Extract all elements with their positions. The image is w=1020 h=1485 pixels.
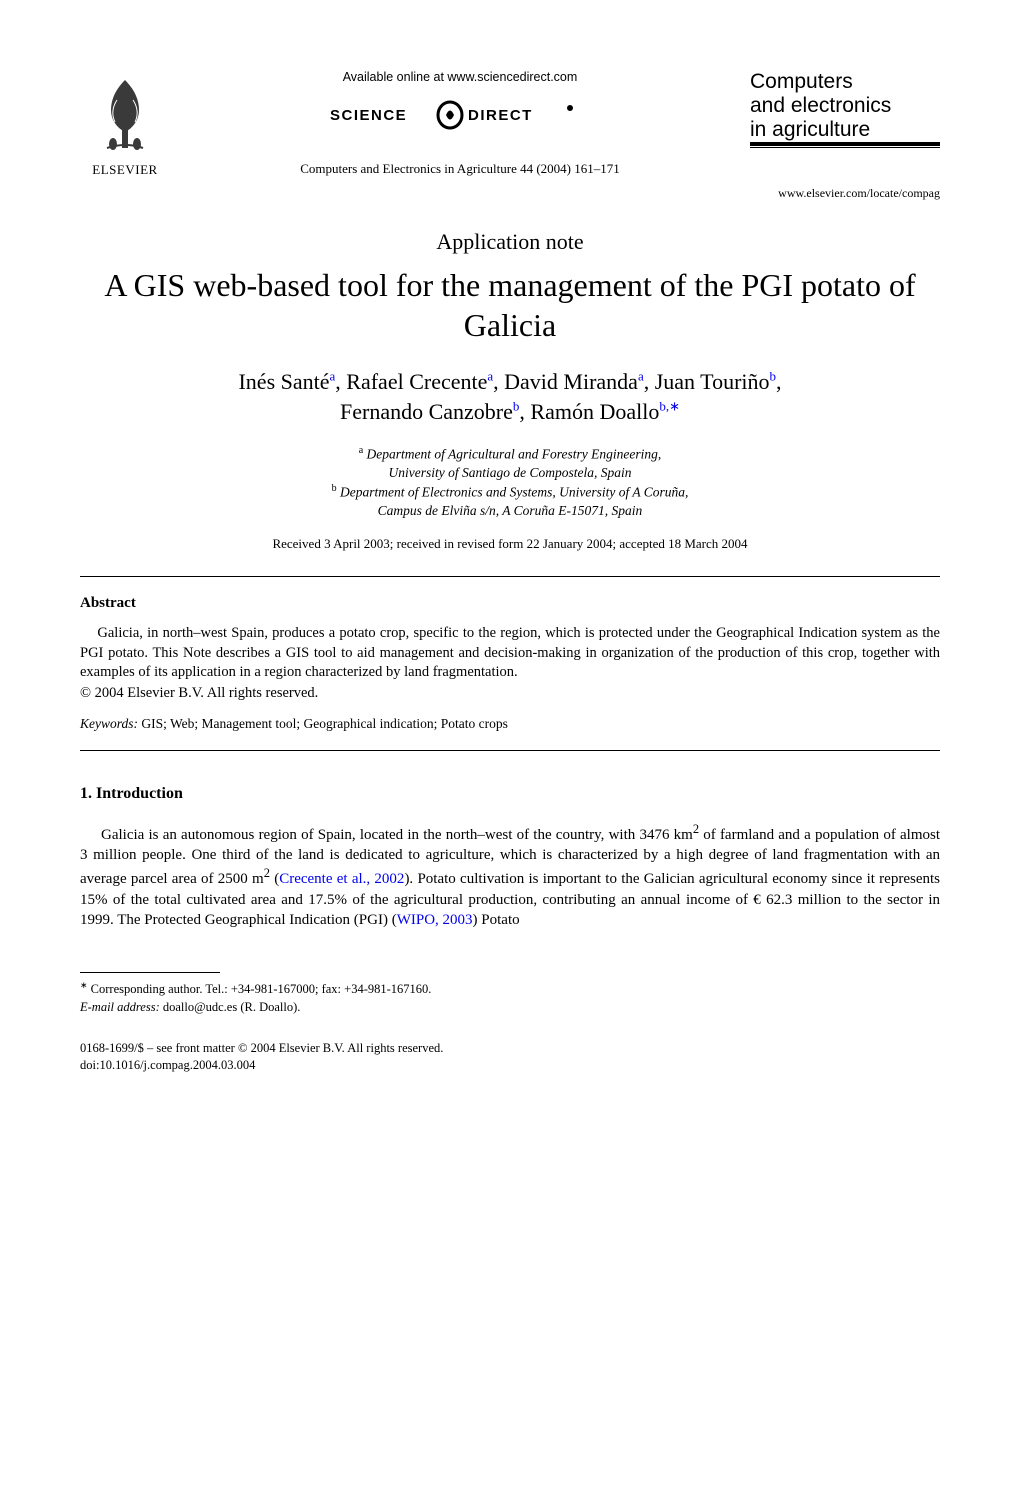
keywords-text: GIS; Web; Management tool; Geographical … [138,716,508,731]
author-sep: , [776,369,782,394]
footnote-corr-text: Corresponding author. Tel.: +34-981-1670… [88,982,432,996]
keywords-line: Keywords: GIS; Web; Management tool; Geo… [80,716,940,732]
available-online-text: Available online at www.sciencedirect.co… [185,70,735,84]
affiliations: a Department of Agricultural and Forestr… [80,444,940,520]
footer-issn: 0168-1699/$ – see front matter © 2004 El… [80,1040,940,1057]
journal-rule-thick [750,142,940,146]
abstract-rule-top [80,576,940,577]
article-type: Application note [80,229,940,255]
affil-a-text: Department of Agricultural and Forestry … [363,447,661,480]
article-title: A GIS web-based tool for the management … [80,265,940,345]
email-label: E-mail address: [80,1000,160,1014]
affil-b-text: Department of Electronics and Systems, U… [337,485,689,518]
elsevier-tree-icon [87,70,163,160]
email-text: doallo@udc.es (R. Doallo). [160,1000,301,1014]
journal-citation: Computers and Electronics in Agriculture… [185,161,735,177]
body-text-a: Galicia is an autonomous region of Spain… [101,827,693,843]
section-1-paragraph: Galicia is an autonomous region of Spain… [80,821,940,930]
journal-name-text: Computersand electronicsin agriculture [750,70,940,142]
footnote-asterisk: ∗ [80,980,88,990]
journal-url: www.elsevier.com/locate/compag [80,186,940,201]
corresponding-author-marker[interactable]: ∗ [669,398,680,413]
author-sep: , Juan Touriño [644,369,770,394]
section-1-heading: 1. Introduction [80,785,940,803]
author-sep: , Rafael Crecente [335,369,487,394]
author-1: Inés Santé [238,369,329,394]
publisher-name: ELSEVIER [92,162,157,178]
journal-name-block: Computersand electronicsin agriculture [750,70,940,150]
page-footer: 0168-1699/$ – see front matter © 2004 El… [80,1040,940,1074]
journal-rule-thin [750,147,940,148]
sciencedirect-logo: SCIENCE DIRECT [330,100,590,130]
journal-header: ELSEVIER Available online at www.science… [80,70,940,178]
elsevier-logo: ELSEVIER [80,70,170,178]
author-6-affil[interactable]: b, [659,398,669,413]
corresponding-footnote: ∗ Corresponding author. Tel.: +34-981-16… [80,979,940,1016]
author-sep: , Ramón Doallo [519,399,659,424]
svg-text:SCIENCE: SCIENCE [330,107,407,124]
abstract-copyright: © 2004 Elsevier B.V. All rights reserved… [80,685,940,702]
keywords-label: Keywords: [80,716,138,731]
footer-doi: doi:10.1016/j.compag.2004.03.004 [80,1057,940,1074]
author-5: Fernando Canzobre [340,399,513,424]
header-center: Available online at www.sciencedirect.co… [170,70,750,177]
citation-wipo[interactable]: WIPO, 2003 [397,912,473,928]
abstract-rule-bottom [80,750,940,751]
authors: Inés Santéa, Rafael Crecentea, David Mir… [80,367,940,426]
body-text-e: ) Potato [473,912,520,928]
abstract-text: Galicia, in north–west Spain, produces a… [80,624,940,683]
abstract-heading: Abstract [80,595,940,612]
body-text-c: ( [270,871,279,887]
article-history: Received 3 April 2003; received in revis… [80,536,940,552]
citation-crecente[interactable]: Crecente et al., 2002 [279,871,404,887]
author-sep: , David Miranda [493,369,638,394]
svg-text:DIRECT: DIRECT [468,107,533,124]
footnote-rule [80,972,220,973]
